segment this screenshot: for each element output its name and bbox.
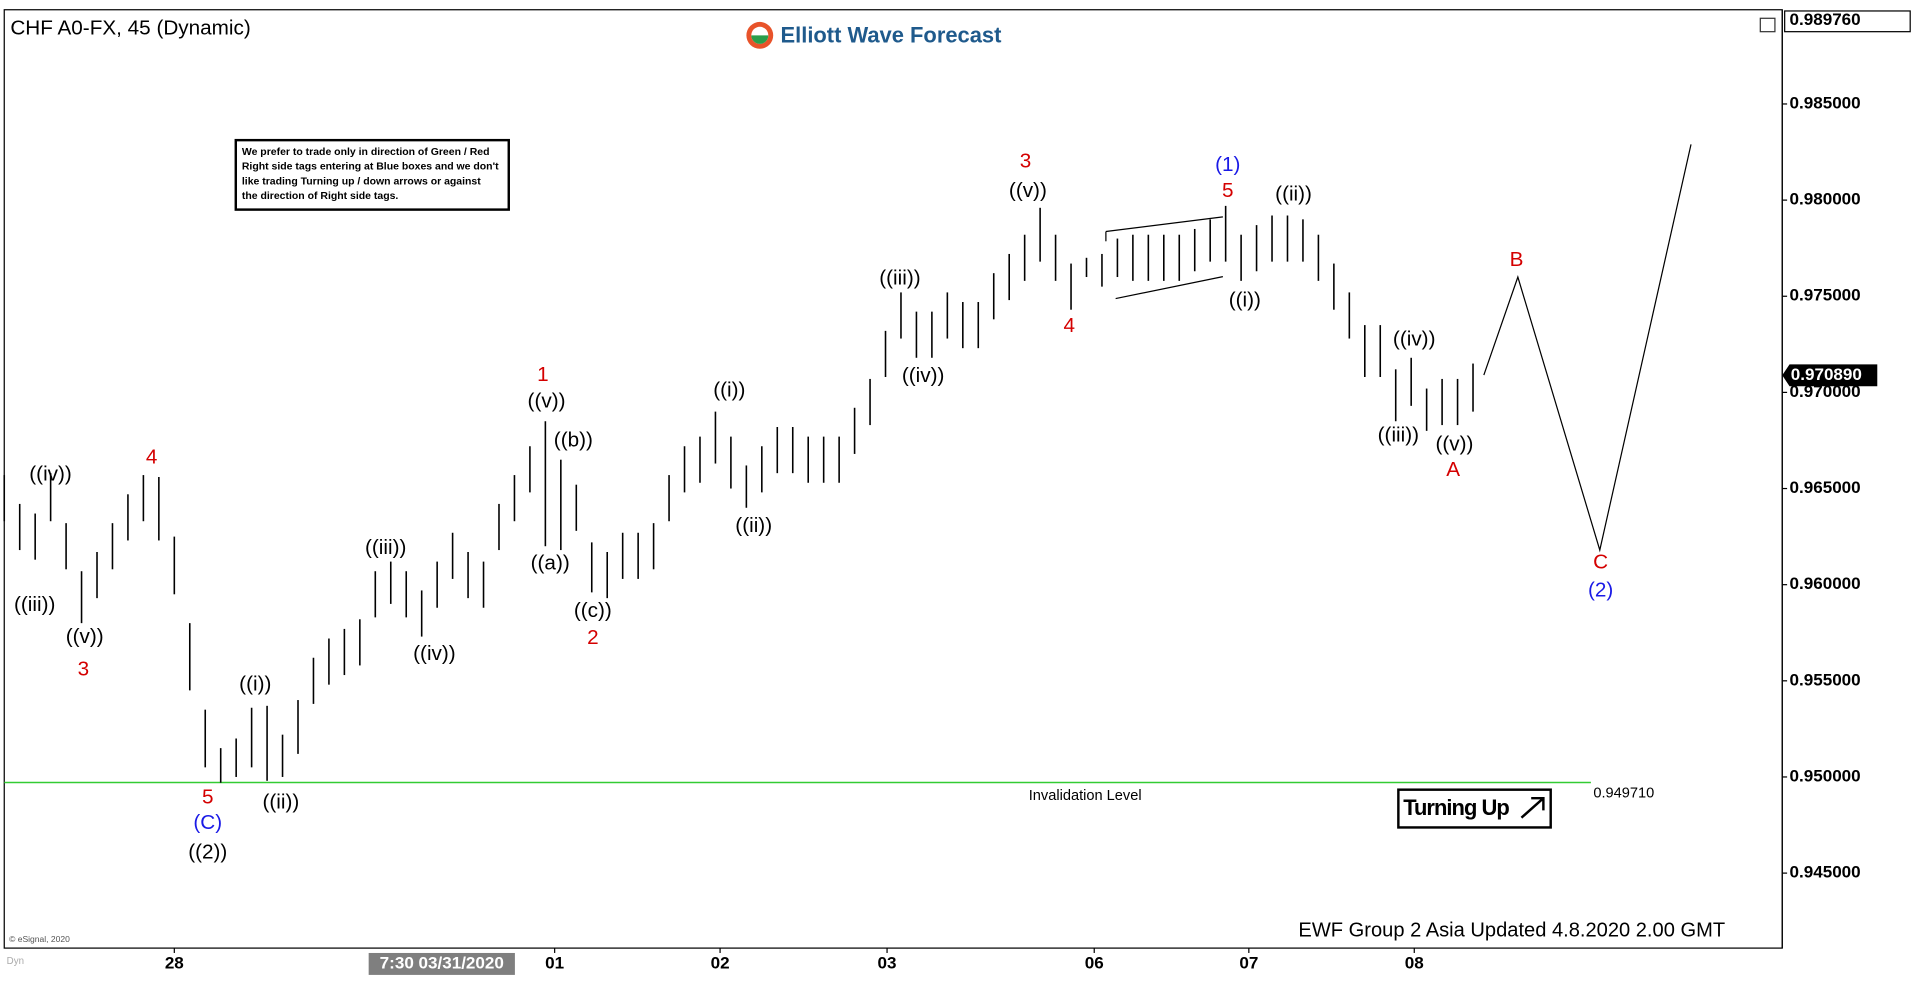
note-line: the direction of Right side tags.: [242, 191, 399, 202]
top-price-label: 0.989760: [1790, 10, 1861, 29]
wave-label: 5: [202, 786, 214, 809]
wave-label: ((ii)): [735, 514, 772, 537]
top-price-box: [1784, 10, 1911, 33]
signal-arrow: [1520, 796, 1545, 819]
wave-label: B: [1510, 248, 1524, 271]
x-tick-label: 01: [545, 953, 564, 972]
wave-label: ((iv)): [902, 364, 945, 387]
invalidation-value: 0.949710: [1593, 785, 1654, 801]
wave-label: ((iii)): [14, 593, 55, 616]
wave-label: ((2)): [188, 841, 227, 864]
note-box: [234, 138, 510, 211]
y-tick-label: 0.970000: [1790, 382, 1861, 401]
wave-label: ((v)): [66, 625, 104, 648]
wave-label: 3: [1020, 150, 1032, 173]
x-tick-label: 02: [711, 953, 730, 972]
wave-label: 4: [1064, 314, 1076, 337]
wave-label: ((iii)): [365, 536, 406, 559]
wave-label: 4: [146, 446, 158, 469]
logo-icon-arc: [751, 35, 769, 44]
wave-label: ((iv)): [1393, 327, 1436, 350]
window-icon[interactable]: [1759, 17, 1776, 33]
projection-line: [1483, 144, 1692, 553]
footer: EWF Group 2 Asia Updated 4.8.2020 2.00 G…: [1298, 919, 1725, 941]
signal-box: [1397, 788, 1552, 829]
wave-label: ((iii)): [1378, 424, 1419, 447]
x-tick-label: 03: [878, 953, 897, 972]
x-tick-label: 06: [1085, 953, 1104, 972]
y-tick-label: 0.980000: [1790, 190, 1861, 209]
triangle-line: [1115, 276, 1224, 300]
wave-label: ((a)): [531, 552, 570, 575]
wave-label: ((i)): [239, 672, 271, 695]
note-line: Right side tags entering at Blue boxes a…: [242, 162, 499, 173]
logo: Elliott Wave Forecast: [746, 21, 1003, 49]
invalidation-text: Invalidation Level: [1029, 788, 1142, 804]
wave-label: ((ii)): [1275, 182, 1312, 205]
chart-title: CHF A0-FX, 45 (Dynamic): [10, 17, 250, 40]
wave-label: ((v)): [1435, 432, 1473, 455]
wave-label: ((ii)): [262, 791, 299, 814]
y-tick-label: 0.965000: [1790, 478, 1861, 497]
note-line: like trading Turning up / down arrows or…: [242, 176, 481, 187]
x-tick-label: 08: [1405, 953, 1424, 972]
wave-label: ((i)): [713, 379, 745, 402]
wave-label: (1): [1215, 153, 1240, 176]
corner-tag: Dyn: [7, 956, 24, 967]
wave-label: ((iv)): [413, 642, 456, 665]
signal-text: Turning Up: [1403, 795, 1509, 820]
wave-label: 2: [587, 626, 599, 649]
last-price-label: 0.970890: [1791, 365, 1862, 384]
y-tick-label: 0.955000: [1790, 670, 1861, 689]
crosshair-tag-box: [368, 952, 515, 975]
note-line: We prefer to trade only in direction of …: [242, 147, 490, 158]
crosshair-tag: 7:30 03/31/2020: [380, 953, 504, 972]
y-tick-label: 0.985000: [1790, 93, 1861, 112]
wave-label: 5: [1222, 179, 1234, 202]
logo-text: Elliott Wave Forecast: [781, 22, 1003, 47]
wave-label: C: [1593, 550, 1608, 573]
wave-label: 1: [537, 363, 549, 386]
wave-label: ((v)): [1009, 179, 1047, 202]
y-tick-label: 0.975000: [1790, 286, 1861, 305]
triangle-line: [1105, 216, 1223, 233]
wave-label: (2): [1588, 579, 1613, 602]
y-tick-label: 0.960000: [1790, 574, 1861, 593]
x-tick-label: 07: [1239, 953, 1258, 972]
wave-label: (C): [193, 811, 222, 834]
wave-label: ((b)): [554, 429, 593, 452]
wave-label: ((iii)): [879, 267, 920, 290]
last-price-box: [1782, 364, 1878, 387]
y-tick-label: 0.950000: [1790, 766, 1861, 785]
y-tick-label: 0.945000: [1790, 863, 1861, 882]
wave-label: 3: [78, 658, 90, 681]
copyright: © eSignal, 2020: [9, 934, 70, 944]
wave-label: A: [1446, 458, 1460, 481]
wave-label: ((iv)): [29, 463, 72, 486]
wave-label: ((i)): [1229, 288, 1261, 311]
x-tick-label: 28: [165, 953, 184, 972]
wave-label: ((c)): [574, 599, 612, 622]
wave-label: ((v)): [528, 390, 566, 413]
